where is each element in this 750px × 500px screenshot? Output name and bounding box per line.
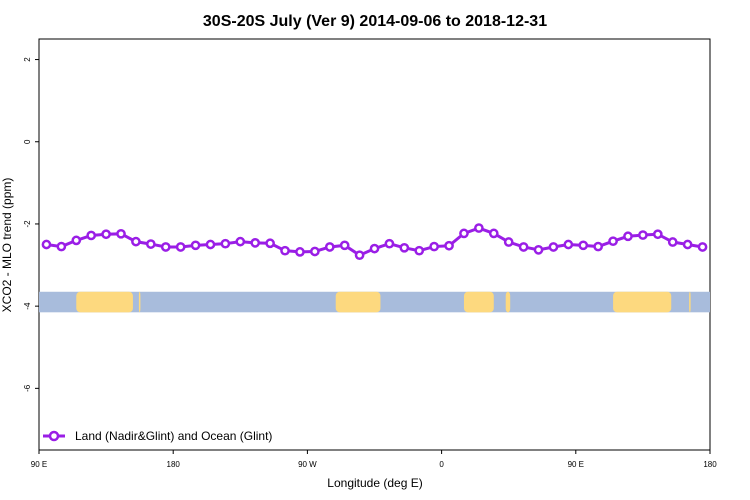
data-point [41, 239, 52, 250]
land-ocean-band [39, 291, 710, 313]
legend-marker-swatch [48, 430, 60, 442]
data-point [86, 230, 97, 241]
data-point [459, 228, 469, 239]
data-point [444, 240, 454, 251]
land-segment [138, 291, 141, 313]
x-tick-label: 90 E [568, 460, 584, 469]
x-tick-label: 180 [703, 460, 717, 469]
data-point [145, 239, 156, 249]
x-tick-label: 180 [167, 460, 181, 469]
data-point [488, 228, 499, 239]
x-tick-label: 90 E [31, 460, 47, 469]
chart-title: 30S-20S July (Ver 9) 2014-09-06 to 2018-… [203, 13, 547, 30]
land-segment [613, 291, 672, 313]
data-point [369, 243, 380, 254]
data-point [608, 236, 618, 247]
data-point [101, 229, 111, 240]
data-point [429, 241, 439, 252]
data-point [548, 242, 559, 252]
data-point [623, 231, 633, 242]
data-point [131, 236, 141, 247]
land-segment [335, 291, 381, 313]
land-segment [463, 291, 494, 313]
data-point [175, 242, 186, 252]
y-axis-label: XCO2 - MLO trend (ppm) [0, 178, 14, 313]
y-tick-label: 2 [23, 57, 32, 62]
data-point [160, 242, 171, 252]
y-tick-label: 0 [23, 139, 32, 144]
land-segment [76, 291, 133, 313]
data-point [638, 230, 648, 240]
y-tick-label: -2 [23, 220, 32, 228]
y-tick-label: -4 [23, 302, 32, 310]
series-group [41, 223, 708, 261]
data-point [474, 223, 484, 233]
data-point [682, 239, 693, 250]
y-tick-label: -6 [23, 384, 32, 392]
data-point [280, 245, 290, 256]
data-point [116, 228, 126, 239]
data-point [652, 229, 663, 240]
data-point [518, 242, 529, 252]
data-point [533, 244, 544, 255]
plot-frame [38, 38, 711, 451]
data-point [324, 242, 335, 252]
land-segment [505, 291, 511, 313]
data-point [250, 238, 261, 248]
x-tick-label: 90 W [298, 460, 317, 469]
data-point [384, 238, 395, 249]
data-point [414, 245, 425, 256]
data-point [235, 236, 246, 247]
data-point [697, 242, 708, 252]
y-axis: 2 0 -2 -4 -6 [23, 57, 39, 392]
legend-label: Land (Nadir&Glint) and Ocean (Glint) [75, 429, 272, 443]
legend: Land (Nadir&Glint) and Ocean (Glint) [43, 429, 272, 443]
data-point [354, 250, 365, 261]
data-point [190, 240, 201, 251]
data-point [578, 240, 589, 251]
data-point [593, 241, 604, 252]
data-point [310, 246, 320, 257]
data-point [205, 239, 216, 250]
x-axis-label: Longitude (deg E) [327, 476, 422, 490]
x-axis: 90 E 180 90 W 0 90 E 180 [31, 450, 717, 469]
data-point [339, 240, 350, 251]
data-point [295, 247, 305, 257]
data-point [220, 238, 231, 249]
data-point [399, 242, 410, 253]
land-segment [689, 291, 691, 313]
data-point [71, 235, 82, 246]
data-point [503, 237, 514, 247]
data-point [56, 241, 67, 252]
data-point [667, 237, 678, 247]
x-tick-label: 0 [439, 460, 444, 469]
data-point [265, 238, 275, 249]
data-point [563, 239, 574, 250]
